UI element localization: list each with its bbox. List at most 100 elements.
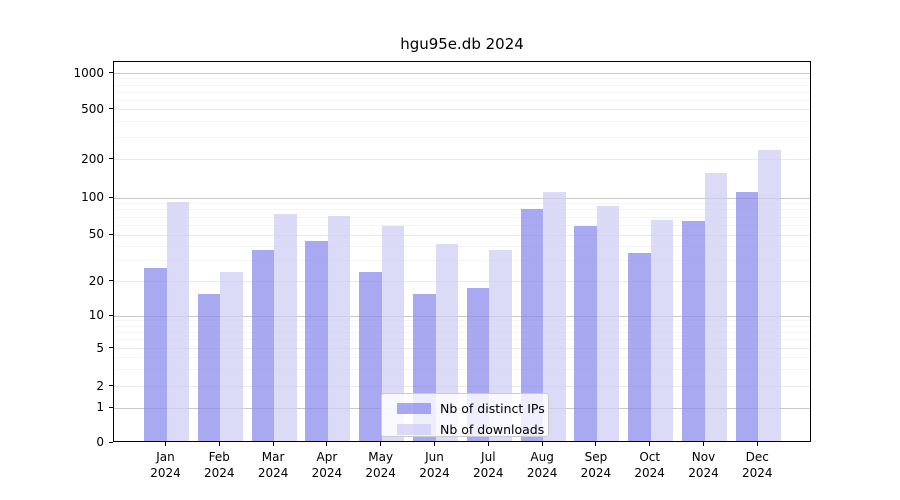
gridline-5 (114, 348, 810, 349)
minor-gridline (114, 136, 810, 138)
bar-downloads-nov (704, 172, 727, 441)
bar-downloads-jan (166, 201, 189, 441)
bar-distinct-ips-feb (197, 293, 221, 441)
y-tick-mark-10 (109, 314, 113, 316)
x-tick-mark-dec (756, 442, 758, 446)
minor-gridline (114, 224, 810, 226)
y-tick-label-1: 1 (96, 400, 104, 414)
y-tick-label-200: 200 (81, 151, 104, 166)
y-tick-mark-200 (109, 158, 113, 159)
minor-gridline (114, 260, 810, 262)
bar-distinct-ips-sep (574, 226, 597, 441)
y-tick-label-0: 0 (96, 435, 104, 449)
x-tick-mark-oct (649, 442, 651, 446)
bar-distinct-ips-mar (251, 249, 275, 441)
y-tick-mark-50 (109, 233, 113, 235)
y-tick-label-5: 5 (96, 340, 104, 355)
bar-distinct-ips-nov (682, 220, 705, 441)
x-tick-mark-may (380, 442, 382, 446)
minor-gridline (114, 78, 810, 80)
bar-downloads-aug (543, 191, 566, 441)
legend-label-downloads: Nb of downloads (440, 422, 545, 437)
bar-downloads-apr (327, 215, 351, 441)
x-tick-label-feb: Feb 2024 (204, 450, 235, 480)
x-tick-mark-sep (595, 442, 597, 446)
gridline-2 (114, 386, 810, 387)
bar-downloads-dec (758, 149, 781, 441)
x-tick-label-mar: Mar 2024 (257, 450, 289, 480)
gridline-500 (114, 109, 810, 110)
minor-gridline (114, 339, 810, 341)
bar-downloads-sep (596, 205, 620, 441)
minor-gridline (114, 369, 810, 371)
legend-entry-distinct-ips: Nb of distinct IPs (397, 401, 548, 416)
plot-area: Nb of distinct IPs Nb of downloads (113, 61, 811, 442)
minor-gridline (114, 332, 810, 334)
bar-downloads-may (381, 226, 405, 441)
gridline-20 (114, 281, 810, 282)
x-tick-label-dec: Dec 2024 (742, 450, 773, 480)
y-tick-mark-2 (109, 385, 113, 386)
x-tick-label-apr: Apr 2024 (311, 450, 343, 480)
y-tick-label-1000: 1000 (73, 65, 104, 80)
x-tick-label-aug: Aug 2024 (526, 450, 558, 480)
x-tick-label-jan: Jan 2024 (150, 450, 181, 480)
x-tick-label-oct: Oct 2024 (634, 450, 665, 480)
minor-gridline (114, 99, 810, 101)
y-tick-mark-5 (109, 347, 113, 348)
bar-distinct-ips-dec (735, 192, 759, 441)
y-tick-label-500: 500 (81, 101, 104, 116)
x-tick-label-may: May 2024 (365, 450, 396, 480)
y-tick-mark-100 (109, 196, 113, 198)
minor-gridline (114, 121, 810, 123)
legend: Nb of distinct IPs Nb of downloads (381, 393, 549, 437)
minor-gridline (114, 91, 810, 93)
bar-distinct-ips-apr (305, 240, 328, 441)
minor-gridline (114, 325, 810, 327)
bar-distinct-ips-jan (144, 268, 167, 441)
y-tick-label-10: 10 (88, 308, 104, 322)
y-tick-mark-500 (109, 108, 113, 109)
x-tick-mark-mar (272, 442, 274, 446)
x-tick-label-sep: Sep 2024 (580, 450, 612, 480)
legend-swatch-distinct-ips (397, 403, 431, 414)
y-tick-mark-20 (109, 280, 113, 281)
minor-gridline (114, 320, 810, 322)
y-tick-label-2: 2 (96, 378, 104, 393)
minor-gridline (114, 209, 810, 211)
y-tick-label-20: 20 (88, 273, 104, 288)
bar-downloads-oct (650, 219, 674, 441)
legend-entry-downloads: Nb of downloads (397, 422, 548, 437)
y-tick-mark-1000 (109, 72, 113, 73)
minor-gridline (114, 357, 810, 359)
legend-swatch-downloads (397, 424, 431, 435)
gridline-1000 (114, 73, 810, 74)
bar-downloads-mar (274, 214, 297, 441)
y-tick-mark-0 (109, 441, 113, 443)
gridline-100 (114, 197, 810, 199)
bar-distinct-ips-oct (628, 252, 651, 441)
minor-gridline (114, 84, 810, 86)
bar-distinct-ips-may (359, 272, 382, 441)
gridline-50 (114, 234, 810, 236)
y-tick-mark-1 (109, 406, 113, 408)
minor-gridline (114, 203, 810, 205)
chart-title: hgu95e.db 2024 (400, 35, 524, 53)
legend-label-distinct-ips: Nb of distinct IPs (440, 401, 545, 416)
gridline-10 (114, 315, 810, 317)
x-tick-label-jul: Jul 2024 (473, 450, 504, 480)
x-tick-mark-jun (434, 442, 435, 446)
y-tick-label-100: 100 (81, 190, 104, 204)
x-tick-mark-feb (218, 442, 220, 446)
minor-gridline (114, 216, 810, 218)
x-tick-label-nov: Nov 2024 (688, 450, 719, 480)
minor-gridline (114, 245, 810, 247)
x-tick-mark-apr (326, 442, 328, 446)
y-tick-label-50: 50 (88, 227, 104, 241)
bar-downloads-feb (220, 272, 243, 441)
x-tick-mark-nov (703, 442, 704, 446)
x-tick-mark-aug (541, 442, 543, 446)
x-tick-label-jun: Jun 2024 (419, 450, 450, 480)
gridline-200 (114, 159, 810, 160)
